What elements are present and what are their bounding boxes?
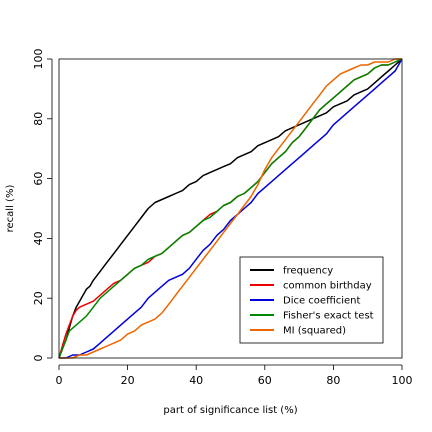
- y-tick-label: 0: [32, 355, 45, 362]
- legend-label-4: MI (squared): [283, 326, 346, 337]
- x-tick-label: 20: [121, 374, 135, 387]
- legend-label-2: Dice coefficient: [283, 296, 361, 307]
- series-line-2: [59, 58, 403, 359]
- y-axis: 0 20 40 60 80 100: [32, 49, 53, 362]
- y-axis-label: recall (%): [5, 185, 16, 233]
- legend-label-0: frequency: [283, 266, 333, 277]
- legend-label-3: Fisher's exact test: [283, 311, 374, 322]
- x-tick-label: 40: [189, 374, 203, 387]
- x-axis: 0 20 40 60 80 100: [56, 364, 413, 387]
- legend-label-1: common birthday: [283, 281, 372, 292]
- y-tick-label: 40: [32, 231, 45, 245]
- x-tick-label: 60: [258, 374, 272, 387]
- legend: frequency common birthday Dice coefficient…: [239, 256, 384, 344]
- x-tick-label: 80: [326, 374, 340, 387]
- x-tick-label: 0: [56, 374, 63, 387]
- x-axis-label: part of significance list (%): [163, 405, 297, 416]
- y-tick-label: 100: [32, 49, 45, 70]
- plot-frame: [58, 58, 403, 359]
- series-layer: [58, 58, 403, 359]
- x-tick-label: 100: [392, 374, 413, 387]
- series-line-3: [58, 58, 403, 359]
- series-line-0: [58, 58, 403, 359]
- y-tick-label: 80: [32, 112, 45, 126]
- series-line-4: [59, 58, 402, 359]
- y-tick-label: 20: [32, 291, 45, 305]
- y-tick-label: 60: [32, 172, 45, 186]
